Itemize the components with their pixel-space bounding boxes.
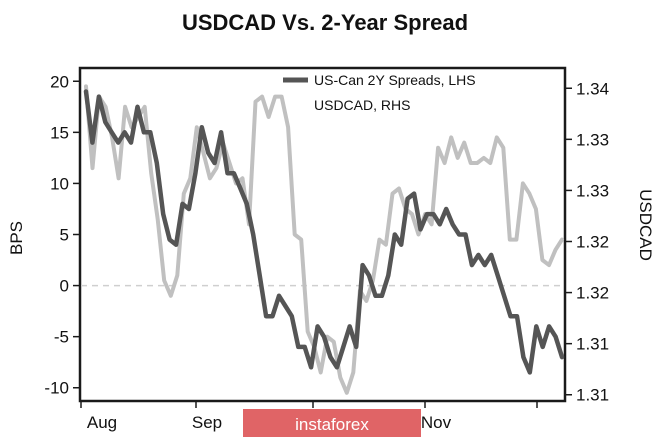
- watermark-banner: [243, 409, 421, 437]
- y-right-tick-label: 1.32: [576, 233, 609, 252]
- y-left-tick-label: -10: [44, 379, 69, 398]
- x-tick-label: Aug: [87, 413, 117, 432]
- plot-frame: [78, 66, 567, 403]
- y-right-tick-label: 1.32: [576, 284, 609, 303]
- y-right-tick-label: 1.34: [576, 79, 609, 98]
- x-tick-label: Sep: [192, 413, 222, 432]
- y-right-tick-label: 1.33: [576, 181, 609, 200]
- chart-title: USDCAD Vs. 2-Year Spread: [182, 10, 468, 35]
- series-line-usdcad: [84, 84, 564, 395]
- y-right-axis-label: USDCAD: [636, 189, 655, 261]
- y-left-tick-label: 0: [60, 277, 69, 296]
- y-left-tick-label: 15: [50, 123, 69, 142]
- legend: US-Can 2Y Spreads, LHS USDCAD, RHS: [283, 72, 476, 113]
- y-right-ticks: 1.34 1.33 1.33 1.32 1.32 1.31 1.31: [564, 79, 609, 405]
- y-left-tick-label: 20: [50, 72, 69, 91]
- x-tick-label: Nov: [421, 413, 452, 432]
- y-left-tick-label: 5: [60, 226, 69, 245]
- legend-label-spreads: US-Can 2Y Spreads, LHS: [314, 72, 476, 88]
- series-line-spreads: [83, 89, 565, 375]
- y-left-ticks: 20 15 10 5 0 -5 -10: [44, 72, 81, 398]
- series-layer: [83, 84, 565, 395]
- y-left-tick-label: -5: [54, 328, 69, 347]
- y-left-axis-label: BPS: [7, 221, 26, 255]
- watermark-text: instaforex: [295, 415, 369, 434]
- y-left-tick-label: 10: [50, 174, 69, 193]
- y-right-tick-label: 1.31: [576, 386, 609, 405]
- y-right-tick-label: 1.31: [576, 335, 609, 354]
- x-ticks: Aug Sep Nov: [80, 400, 538, 432]
- y-right-tick-label: 1.33: [576, 130, 609, 149]
- legend-label-usdcad: USDCAD, RHS: [314, 97, 410, 113]
